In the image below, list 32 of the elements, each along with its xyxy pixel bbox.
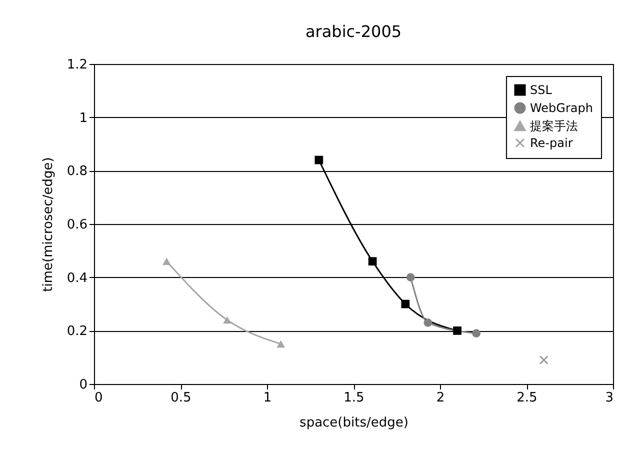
- point: [453, 326, 462, 335]
- x-axis-title: space(bits/edge): [300, 416, 408, 430]
- point: [223, 316, 232, 324]
- legend-label: SSL: [530, 83, 552, 97]
- y-tick-label: 0.8: [66, 164, 88, 180]
- legend-label: WebGraph: [530, 101, 593, 115]
- point: [276, 340, 286, 348]
- point: [162, 258, 171, 265]
- point: [472, 329, 481, 338]
- y-tick-label: 0.4: [66, 270, 88, 286]
- x-tick-label: 0.5: [170, 390, 192, 406]
- point: [406, 273, 415, 282]
- x-tick-label: 1.5: [344, 390, 364, 406]
- point: [368, 257, 377, 266]
- legend-label: 提案手法: [530, 119, 578, 133]
- point: [314, 156, 324, 164]
- point: [539, 355, 548, 365]
- x-tick-label: 2.5: [516, 390, 538, 406]
- y-tick-label: 0.6: [66, 218, 88, 232]
- y-tick-label: 0.2: [66, 324, 88, 340]
- y-tick-label: 1.2: [66, 58, 88, 72]
- x-tick-label: 2: [436, 390, 445, 406]
- y-axis-title: time(microsec/edge): [40, 157, 56, 292]
- point: [424, 318, 432, 327]
- y-tick-label: 0: [79, 378, 88, 392]
- legend-label: Re-pair: [530, 136, 573, 150]
- y-tick-label: 1: [79, 110, 88, 126]
- chart-title: arabic-2005: [305, 22, 402, 41]
- x-tick-label: 3: [605, 390, 614, 406]
- point: [401, 300, 410, 308]
- x-tick-label: 1: [263, 390, 272, 406]
- x-tick-label: 0: [94, 390, 103, 406]
